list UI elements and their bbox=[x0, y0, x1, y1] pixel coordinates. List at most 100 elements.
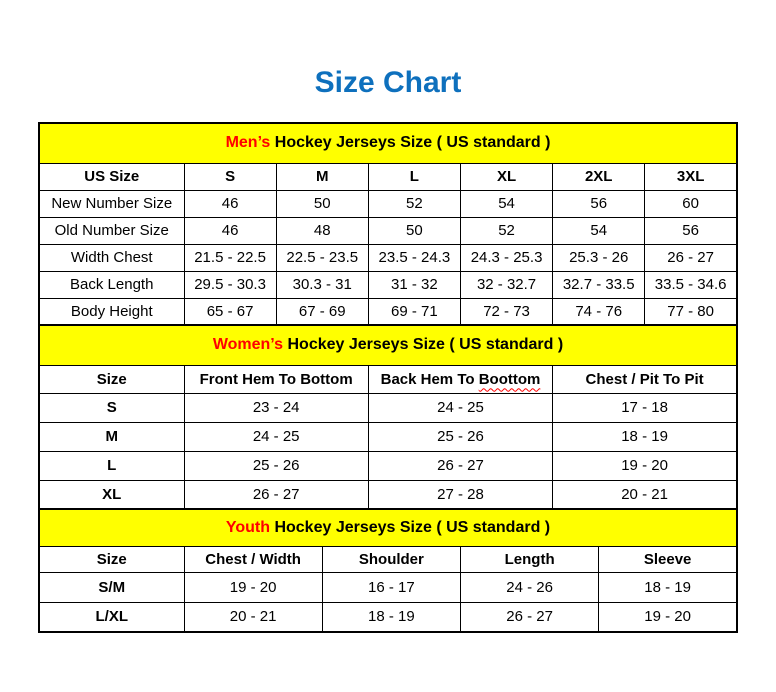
table-row: Back Length 29.5 - 30.3 30.3 - 31 31 - 3… bbox=[38, 270, 738, 299]
column-header-front-hem: Front Hem To Bottom bbox=[183, 364, 369, 394]
mens-section-title-rest: Hockey Jerseys Size ( US standard ) bbox=[270, 134, 551, 152]
back-hem-typo-underlined: Boottom bbox=[478, 370, 541, 388]
size-cell: 21.5 - 22.5 bbox=[183, 243, 277, 272]
size-cell: 72 - 73 bbox=[459, 297, 554, 326]
youth-section-header: Youth Hockey Jerseys Size ( US standard … bbox=[38, 508, 738, 547]
size-cell: 24.3 - 25.3 bbox=[459, 243, 554, 272]
table-row: Body Height 65 - 67 67 - 69 69 - 71 72 -… bbox=[38, 297, 738, 326]
row-label: Old Number Size bbox=[38, 216, 185, 245]
row-label: M bbox=[38, 421, 185, 452]
size-cell: 56 bbox=[644, 216, 738, 245]
womens-section-title-rest: Hockey Jerseys Size ( US standard ) bbox=[283, 336, 564, 354]
column-header-chest-width: Chest / Width bbox=[183, 545, 323, 573]
size-cell: 26 - 27 bbox=[367, 450, 554, 481]
column-header-us-size: US Size bbox=[38, 162, 185, 191]
table-row: L/XL 20 - 21 18 - 19 26 - 27 19 - 20 bbox=[38, 601, 738, 633]
womens-size-table: Women’s Hockey Jerseys Size ( US standar… bbox=[38, 324, 738, 510]
size-cell: 50 bbox=[275, 189, 369, 218]
womens-section-highlight: Women’s bbox=[212, 336, 284, 354]
row-label: Body Height bbox=[38, 297, 185, 326]
size-cell: 17 - 18 bbox=[552, 392, 738, 423]
size-cell: 22.5 - 23.5 bbox=[275, 243, 369, 272]
size-cell: 20 - 21 bbox=[183, 601, 323, 633]
column-header-2xl: 2XL bbox=[552, 162, 646, 191]
row-label: S/M bbox=[38, 571, 185, 603]
row-label: XL bbox=[38, 479, 185, 510]
size-cell: 16 - 17 bbox=[321, 571, 462, 603]
size-cell: 18 - 19 bbox=[321, 601, 462, 633]
size-cell: 27 - 28 bbox=[367, 479, 554, 510]
size-cell: 52 bbox=[459, 216, 554, 245]
table-row: M 24 - 25 25 - 26 18 - 19 bbox=[38, 421, 738, 452]
size-cell: 32.7 - 33.5 bbox=[552, 270, 646, 299]
page-title: Size Chart bbox=[314, 66, 462, 99]
table-row: L 25 - 26 26 - 27 19 - 20 bbox=[38, 450, 738, 481]
table-row: XL 26 - 27 27 - 28 20 - 21 bbox=[38, 479, 738, 510]
column-header-sleeve: Sleeve bbox=[598, 545, 738, 573]
size-cell: 19 - 20 bbox=[552, 450, 738, 481]
size-cell: 23.5 - 24.3 bbox=[367, 243, 461, 272]
column-header-size: Size bbox=[38, 364, 185, 394]
mens-section-header: Men’s Hockey Jerseys Size ( US standard … bbox=[38, 122, 738, 164]
table-row: Width Chest 21.5 - 22.5 22.5 - 23.5 23.5… bbox=[38, 243, 738, 272]
size-cell: 23 - 24 bbox=[183, 392, 369, 423]
column-header-chest-pit: Chest / Pit To Pit bbox=[552, 364, 738, 394]
column-header-back-hem: Back Hem To Boottom bbox=[367, 364, 554, 394]
column-header-length: Length bbox=[459, 545, 600, 573]
size-cell: 52 bbox=[367, 189, 461, 218]
size-cell: 19 - 20 bbox=[183, 571, 323, 603]
size-cell: 26 - 27 bbox=[459, 601, 600, 633]
size-cell: 18 - 19 bbox=[552, 421, 738, 452]
column-header-l: L bbox=[367, 162, 461, 191]
youth-size-table: Youth Hockey Jerseys Size ( US standard … bbox=[38, 508, 738, 633]
size-cell: 32 - 32.7 bbox=[459, 270, 554, 299]
size-cell: 25 - 26 bbox=[183, 450, 369, 481]
size-cell: 77 - 80 bbox=[644, 297, 738, 326]
size-cell: 30.3 - 31 bbox=[275, 270, 369, 299]
size-cell: 67 - 69 bbox=[275, 297, 369, 326]
womens-section-header: Women’s Hockey Jerseys Size ( US standar… bbox=[38, 324, 738, 366]
row-label: L bbox=[38, 450, 185, 481]
size-cell: 48 bbox=[275, 216, 369, 245]
column-header-s: S bbox=[183, 162, 277, 191]
size-cell: 24 - 25 bbox=[183, 421, 369, 452]
size-cell: 31 - 32 bbox=[367, 270, 461, 299]
size-cell: 26 - 27 bbox=[183, 479, 369, 510]
mens-section-highlight: Men’s bbox=[225, 134, 271, 152]
table-row: Old Number Size 46 48 50 52 54 56 bbox=[38, 216, 738, 245]
column-header-3xl: 3XL bbox=[644, 162, 738, 191]
size-cell: 24 - 25 bbox=[367, 392, 554, 423]
size-cell: 29.5 - 30.3 bbox=[183, 270, 277, 299]
table-row: S/M 19 - 20 16 - 17 24 - 26 18 - 19 bbox=[38, 571, 738, 603]
size-cell: 33.5 - 34.6 bbox=[644, 270, 738, 299]
row-label: S bbox=[38, 392, 185, 423]
size-cell: 25 - 26 bbox=[367, 421, 554, 452]
size-cell: 50 bbox=[367, 216, 461, 245]
row-label: New Number Size bbox=[38, 189, 185, 218]
mens-size-table: Men’s Hockey Jerseys Size ( US standard … bbox=[38, 122, 738, 326]
table-row: New Number Size 46 50 52 54 56 60 bbox=[38, 189, 738, 218]
size-chart: Men’s Hockey Jerseys Size ( US standard … bbox=[38, 122, 738, 633]
size-cell: 25.3 - 26 bbox=[552, 243, 646, 272]
size-cell: 26 - 27 bbox=[644, 243, 738, 272]
size-cell: 74 - 76 bbox=[552, 297, 646, 326]
size-cell: 54 bbox=[459, 189, 554, 218]
size-cell: 54 bbox=[552, 216, 646, 245]
size-cell: 20 - 21 bbox=[552, 479, 738, 510]
size-cell: 60 bbox=[644, 189, 738, 218]
size-cell: 69 - 71 bbox=[367, 297, 461, 326]
youth-section-highlight: Youth bbox=[225, 518, 270, 536]
size-cell: 56 bbox=[552, 189, 646, 218]
youth-section-title-rest: Hockey Jerseys Size ( US standard ) bbox=[270, 518, 551, 536]
column-header-m: M bbox=[275, 162, 369, 191]
size-cell: 46 bbox=[183, 189, 277, 218]
table-row: S 23 - 24 24 - 25 17 - 18 bbox=[38, 392, 738, 423]
column-header-xl: XL bbox=[459, 162, 554, 191]
column-header-size: Size bbox=[38, 545, 185, 573]
column-header-shoulder: Shoulder bbox=[321, 545, 462, 573]
size-cell: 24 - 26 bbox=[459, 571, 600, 603]
size-cell: 18 - 19 bbox=[598, 571, 738, 603]
size-cell: 19 - 20 bbox=[598, 601, 738, 633]
size-cell: 46 bbox=[183, 216, 277, 245]
